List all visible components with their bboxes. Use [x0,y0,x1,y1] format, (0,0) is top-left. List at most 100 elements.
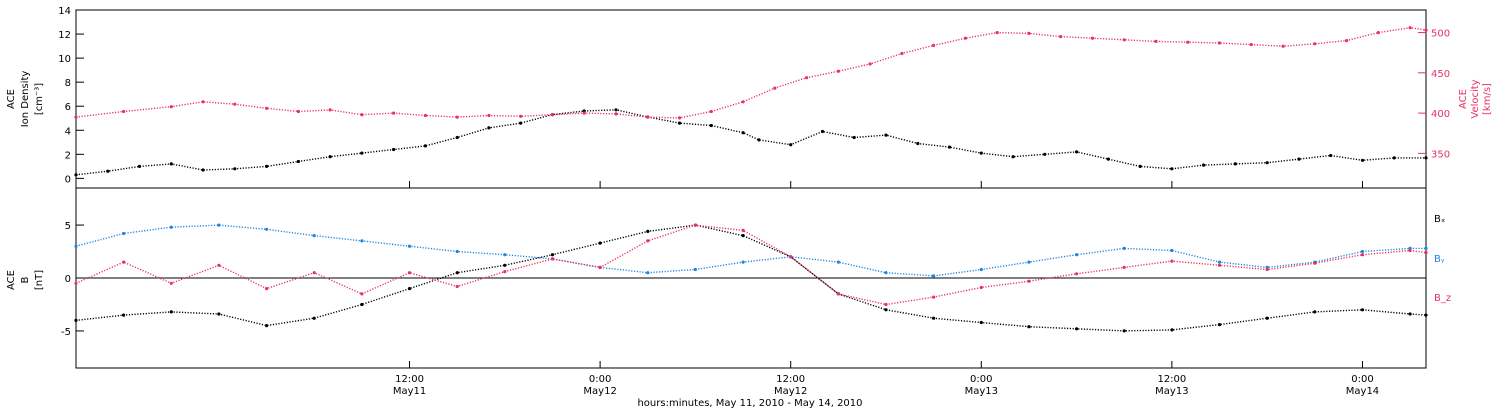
density-series-point [1329,153,1333,158]
velocity-series-point [1217,41,1222,45]
velocity-series-point [995,30,999,35]
bz-series-point [979,285,983,290]
density-tick-label: 0 [65,174,71,185]
density-series-point [1138,164,1142,168]
velocity-series-point [392,111,396,115]
bx-series-point [884,308,888,312]
time-tick-date: May13 [1155,386,1188,397]
velocity-series-point [1027,31,1031,35]
by-series-trace [75,224,1426,277]
density-series-point [328,155,332,159]
bx-series-point [1424,313,1428,317]
time-tick-label: 0:00 [589,374,611,385]
field-tick-label: -5 [61,327,71,338]
field-ylabel-line-2: B [20,276,31,283]
bx-series-point [1313,310,1317,314]
bz-series-point [217,263,221,267]
time-tick-label: 12:00 [1157,374,1186,385]
density-tick-label: 8 [65,78,71,89]
density-ylabel-line-3: [cm⁻³] [34,83,45,115]
time-tick-date: May11 [393,386,426,397]
time-tick-label: 12:00 [395,374,424,385]
velocity-series-point [1345,39,1349,43]
by-series-point [693,267,698,272]
velocity-series-point [1154,39,1158,44]
bz-series-point [1265,267,1269,272]
density-series-point [979,151,983,155]
density-series-point [709,123,713,128]
by-series-point [455,249,459,254]
by-series-point [646,271,650,275]
bz-series-point [789,255,793,259]
time-tick-label: 0:00 [970,374,992,385]
velocity-series-point [773,86,777,90]
bx-series-point [1360,308,1365,312]
density-series-point [1106,157,1110,161]
bz-series-point [1027,279,1031,283]
bx-series-point [122,313,126,317]
density-series-point [947,145,952,149]
density-series-point [296,159,300,164]
density-series-point [1265,161,1269,165]
density-series-point [741,131,745,135]
bz-series-trace [75,224,1427,306]
bx-series-trace [75,224,1427,332]
bx-series-point [455,271,459,275]
velocity-series-point [487,113,491,118]
by-series-point [1170,248,1174,253]
velocity-series-point [741,100,745,104]
by-series-point [265,227,269,231]
by-series-point [979,267,983,272]
density-series-point [1170,167,1174,171]
velocity-tick-label: 450 [1431,69,1450,80]
bx-series-point [1075,327,1079,331]
bz-series-point [265,287,269,291]
velocity-series-point [74,115,78,119]
bz-series-point [503,270,507,274]
density-tick-label: 10 [58,54,71,65]
density-series-point [820,129,825,134]
density-tick-label: 4 [65,126,71,137]
density-ylabel-line-1: ACE [6,89,17,109]
density-ylabel-line-2: Ion Density [20,71,31,128]
velocity-series-point [900,51,904,56]
bx-series-point [741,234,745,238]
by-series-point [1217,260,1222,264]
velocity-series-point [614,112,618,116]
bz-series-point [741,228,745,232]
bz-series-point [407,271,412,275]
time-tick-date: May13 [965,386,998,397]
bx-series-point [598,241,602,245]
velocity-series-point [1059,35,1063,39]
density-series-point [519,121,523,125]
velocity-series-point [1281,44,1285,48]
bz-series-point [598,265,602,269]
velocity-series-trace [75,26,1427,119]
bx-series-point [265,324,269,328]
density-axis-ticks: 0 2 4 6 8 10 12 14 [58,6,84,185]
time-axis-title: hours:minutes, May 11, 2010 - May 14, 20… [637,398,862,409]
density-series-point [487,126,491,130]
field-tick-label: 5 [65,221,71,232]
density-series-point [455,135,459,140]
bottom-plot-area [74,223,1428,333]
bx-series-point [74,318,78,322]
bx-series-point [646,229,650,233]
velocity-series-point [122,109,126,114]
density-series-trace [75,109,1426,176]
density-series-point [169,162,173,166]
density-series-point [1043,152,1047,156]
bz-series-point [1424,251,1428,255]
bz-series-point [1408,248,1412,253]
bz-series-point [646,239,650,243]
bx-series-point [1170,328,1174,332]
bx-series-point [932,316,936,320]
bx-series-point [550,253,555,257]
legend-bx: Bₓ [1434,214,1445,225]
by-series-point [1075,253,1079,257]
bz-series-point [693,223,698,227]
velocity-series-point [1408,26,1412,30]
velocity-series-point [455,115,459,119]
density-series-point [789,143,793,147]
